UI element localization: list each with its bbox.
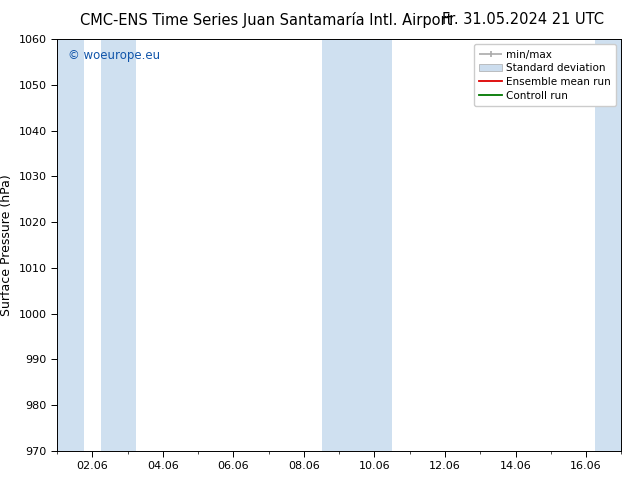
- Text: Fr. 31.05.2024 21 UTC: Fr. 31.05.2024 21 UTC: [442, 12, 604, 27]
- Legend: min/max, Standard deviation, Ensemble mean run, Controll run: min/max, Standard deviation, Ensemble me…: [474, 45, 616, 106]
- Bar: [57, 39, 84, 451]
- Bar: [321, 39, 392, 451]
- Bar: [595, 39, 621, 451]
- Bar: [101, 39, 136, 451]
- Text: © woeurope.eu: © woeurope.eu: [68, 49, 160, 63]
- Y-axis label: Surface Pressure (hPa): Surface Pressure (hPa): [0, 174, 13, 316]
- Text: CMC-ENS Time Series Juan Santamaría Intl. Airport: CMC-ENS Time Series Juan Santamaría Intl…: [80, 12, 453, 28]
